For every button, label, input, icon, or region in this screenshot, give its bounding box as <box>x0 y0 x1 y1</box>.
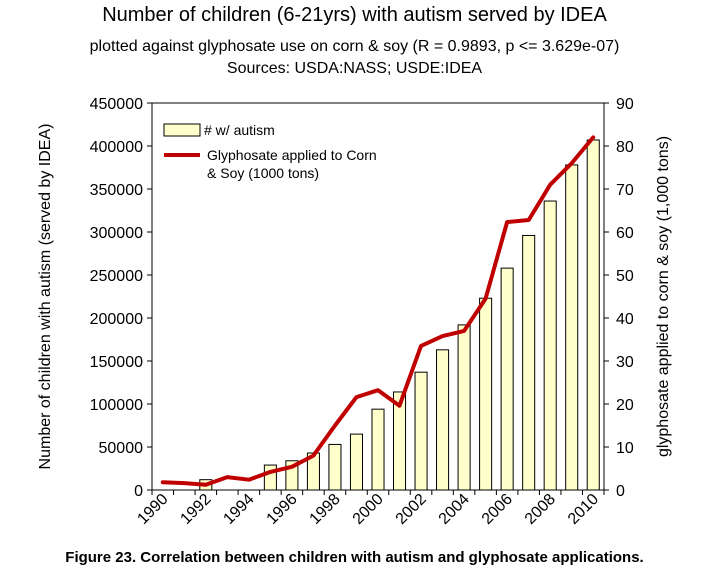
y-tick-label: 300000 <box>90 225 143 242</box>
line-series <box>160 135 596 487</box>
x-tick-label: 1998 <box>307 491 344 528</box>
y-tick-label: 400000 <box>90 139 143 156</box>
bar-2010 <box>586 139 600 491</box>
y-tick-label: 0 <box>134 483 143 500</box>
bar-2009 <box>565 164 579 491</box>
legend-label-bar: # w/ autism <box>204 122 275 138</box>
y2-tick-label: 10 <box>616 440 634 457</box>
legend-swatch-bar <box>163 123 201 137</box>
x-tick-label: 2000 <box>350 491 387 528</box>
y-tick-label: 350000 <box>90 182 143 199</box>
y2-tick-label: 90 <box>616 96 634 113</box>
bar-1995 <box>263 464 277 491</box>
y2-tick-label: 70 <box>616 182 634 199</box>
y-tick-label: 100000 <box>90 397 143 414</box>
bar-1999 <box>349 433 364 491</box>
legend-label-line: Glyphosate applied to Corn <box>207 147 377 163</box>
y-axis-label: Number of children with autism (served b… <box>37 124 54 470</box>
y2-tick-label: 40 <box>616 311 634 328</box>
y2-tick-label: 50 <box>616 268 634 285</box>
y2-tick-label: 80 <box>616 139 634 156</box>
y-tick-label: 150000 <box>90 354 143 371</box>
bar-2001 <box>392 391 407 491</box>
bar-1998 <box>328 443 342 491</box>
glyphosate-line <box>160 135 596 487</box>
x-tick-label: 1994 <box>220 491 257 528</box>
chart-sources: Sources: USDA:NASS; USDE:IDEA <box>226 60 483 77</box>
y-tick-label: 50000 <box>99 440 144 457</box>
y2-tick-label: 30 <box>616 354 634 371</box>
y2-tick-label: 20 <box>616 397 634 414</box>
x-tick-label: 2008 <box>522 491 559 528</box>
y2-tick-label: 0 <box>616 483 625 500</box>
x-tick-label: 1992 <box>177 491 214 528</box>
y-tick-label: 450000 <box>90 96 143 113</box>
x-tick-label: 1996 <box>264 491 301 528</box>
bar-2003 <box>436 349 450 491</box>
y-tick-label: 200000 <box>90 311 143 328</box>
y2-axis-label: glyphosate applied to corn & soy (1,000 … <box>655 136 672 457</box>
legend: # w/ autism Glyphosate applied to Corn & S… <box>163 122 377 181</box>
chart-svg: 0 50000 100000 150000 200000 250000 300000 3500… <box>37 96 672 528</box>
bar-2006 <box>500 267 514 491</box>
x-tick-label: 2006 <box>479 491 516 528</box>
bar-2007 <box>522 234 536 491</box>
bar-2002 <box>414 371 428 491</box>
figure-caption: Figure 23. Correlation between children … <box>65 549 644 566</box>
x-tick-label: 2004 <box>436 491 473 528</box>
bar-2005 <box>479 297 493 491</box>
chart-title: Number of children (6-21yrs) with autism… <box>102 4 607 26</box>
y2-tick-label: 60 <box>616 225 634 242</box>
bar-2000 <box>371 408 385 491</box>
bar-2004 <box>457 324 471 491</box>
x-tick-label: 2002 <box>393 491 430 528</box>
bar-series <box>199 139 600 491</box>
chart-subtitle: plotted against glyphosate use on corn &… <box>89 38 620 55</box>
legend-label-line: & Soy (1000 tons) <box>207 165 319 181</box>
y-tick-label: 250000 <box>90 268 143 285</box>
x-tick-label: 2010 <box>565 491 602 528</box>
bar-2008 <box>543 200 557 491</box>
